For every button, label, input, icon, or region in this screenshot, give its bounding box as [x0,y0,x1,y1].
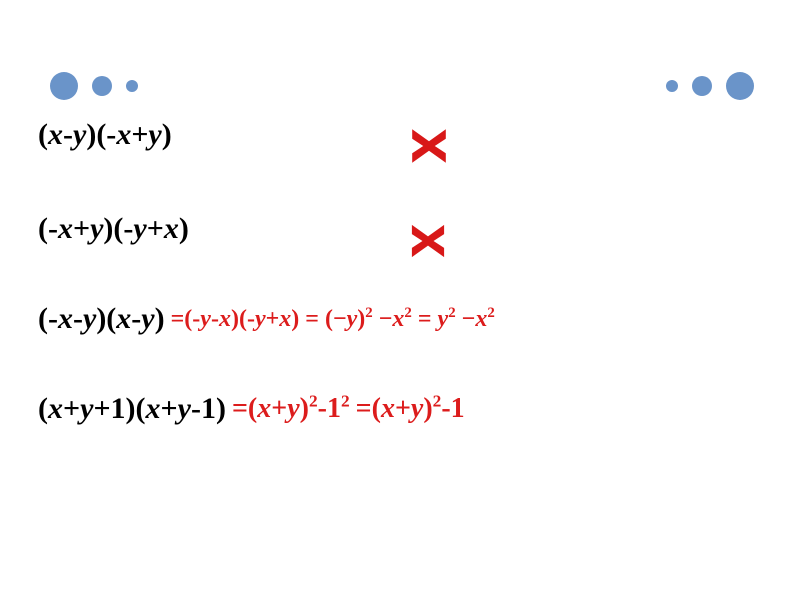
wrong-mark-icon [405,218,451,264]
solution-4-step2: =(x+y)2-1 [356,393,465,425]
decoration-dots-right [666,72,754,100]
equation-line-1: (x-y)(-x+y) [38,118,764,152]
dot-medium [92,76,112,96]
math-content: (x-y)(-x+y) (-x+y)(-y+x) (-x-y)(x-y) =(-… [38,118,764,426]
solution-3-step1: =(-y-x)(-y+x) [171,306,300,333]
dot-large [726,72,754,100]
equation-line-3: (-x-y)(x-y) =(-y-x)(-y+x) = (−y)2 −x2 = … [38,302,764,336]
solution-4-step1: =(x+y)2-12 [232,393,350,425]
expression-1: (x-y)(-x+y) [38,118,172,152]
expression-2: (-x+y)(-y+x) [38,212,189,246]
expression-3: (-x-y)(x-y) [38,302,165,336]
equation-line-4: (x+y+1)(x+y-1) =(x+y)2-12 =(x+y)2-1 [38,392,764,426]
wrong-mark-icon [405,122,453,170]
solution-3-step3: = y2 −x2 [418,306,495,333]
dot-medium [692,76,712,96]
dot-small [666,80,678,92]
dot-large [50,72,78,100]
dot-small [126,80,138,92]
equation-line-2: (-x+y)(-y+x) [38,212,764,246]
solution-3-step2: = (−y)2 −x2 [305,306,412,333]
decoration-dots-left [50,72,138,100]
expression-4: (x+y+1)(x+y-1) [38,392,226,426]
